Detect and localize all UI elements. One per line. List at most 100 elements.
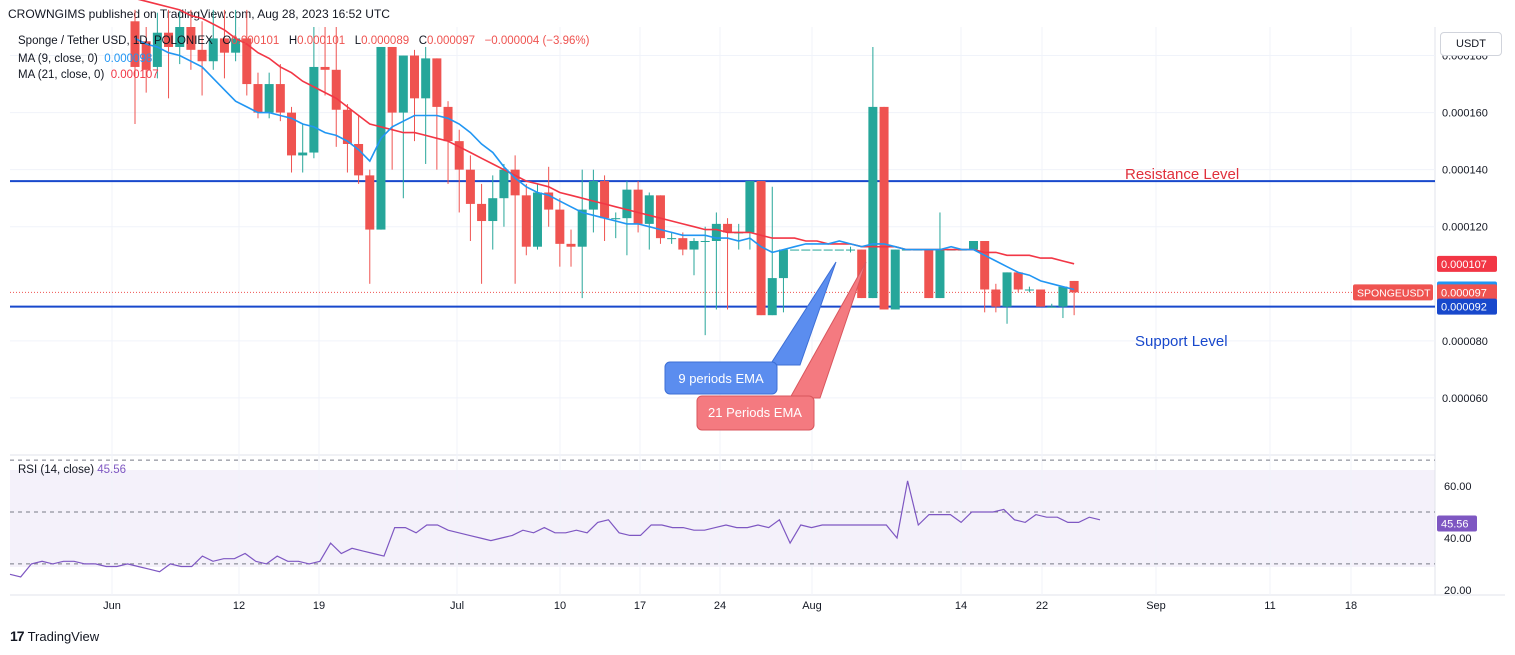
currency-button[interactable]: USDT: [1440, 32, 1502, 56]
candle-body: [432, 58, 442, 107]
candle-body: [790, 249, 800, 251]
candle-body: [443, 106, 453, 142]
candle-body: [320, 66, 330, 70]
price-tick-label: 0.000120: [1442, 222, 1488, 234]
candle-body: [532, 192, 542, 247]
candle-body: [667, 238, 677, 240]
candle-body: [890, 249, 900, 310]
candle-body: [219, 38, 229, 53]
candle-body: [175, 27, 185, 47]
candle-body: [1024, 289, 1034, 291]
candle-body: [756, 181, 766, 316]
candle-body: [622, 189, 632, 219]
close-value: 0.000097: [427, 35, 475, 47]
price-tick-label: 0.000160: [1442, 108, 1488, 120]
high-label: H: [288, 35, 298, 47]
candle-body: [365, 175, 375, 230]
candle-body: [1047, 306, 1057, 308]
candle-body: [309, 66, 319, 153]
candle-body: [588, 181, 598, 210]
candle-body: [577, 209, 587, 247]
price-badge-label: 0.000092: [1441, 302, 1487, 314]
price-badge-label: 0.000097: [1441, 287, 1487, 299]
rsi-band: [10, 470, 1435, 567]
price-tick-label: 0.000080: [1442, 336, 1488, 348]
time-tick-label: 12: [233, 600, 245, 612]
candle-body: [477, 203, 487, 222]
candle-body: [846, 249, 856, 251]
candle-body: [1069, 280, 1079, 293]
rsi-line: [9, 480, 1101, 578]
time-tick-label: 18: [1345, 600, 1357, 612]
ma21-legend[interactable]: MA (21, close, 0) 0.000107: [18, 69, 159, 81]
candle-body: [600, 181, 610, 219]
ema21-callout: [696, 395, 815, 431]
candle-body: [264, 84, 274, 113]
candle-body: [164, 32, 174, 47]
ma9-legend[interactable]: MA (9, close, 0) 0.000098: [18, 53, 152, 65]
rsi-tick-label: 40.00: [1444, 533, 1472, 545]
price-tick-label: 0.000140: [1442, 165, 1488, 177]
support-label: Support Level: [1135, 333, 1228, 350]
candle-body: [544, 192, 554, 210]
candle-body: [499, 169, 509, 199]
candle-body: [421, 58, 431, 99]
candle-body: [745, 181, 755, 233]
candle-body: [521, 195, 531, 247]
symbol-name: Sponge / Tether USD, 1D, POLONIEX: [18, 35, 213, 47]
ma9-line: [134, 37, 1075, 291]
candle-body: [678, 238, 688, 250]
time-tick-label: 17: [634, 600, 646, 612]
rsi-badge: [1437, 515, 1477, 532]
symbol-legend: Sponge / Tether USD, 1D, POLONIEX O0.000…: [18, 35, 589, 47]
ema9-pointer: [769, 261, 837, 366]
candle-body: [778, 249, 788, 279]
candle-body: [924, 249, 934, 299]
rsi-legend[interactable]: RSI (14, close) 45.56: [18, 464, 126, 476]
rsi-badge-label: 45.56: [1441, 519, 1469, 531]
candle-body: [231, 38, 241, 53]
rsi-value: 45.56: [97, 464, 127, 476]
candle-body: [879, 106, 889, 310]
candle-body: [935, 249, 945, 299]
candle-body: [454, 141, 464, 170]
rsi-tick-label: 20.00: [1444, 585, 1472, 597]
low-value: 0.000089: [361, 35, 410, 47]
time-tick-label: Jul: [450, 600, 464, 612]
candle-body: [700, 241, 710, 242]
candle-body: [186, 27, 196, 50]
footer-brand[interactable]: 17 TradingView: [10, 628, 99, 644]
price-tick-label: 0.000060: [1442, 393, 1488, 405]
time-tick-label: 24: [714, 600, 726, 612]
close-label: C: [418, 35, 428, 47]
candle-body: [130, 21, 140, 67]
candle-body: [767, 278, 777, 316]
rsi-label: RSI (14, close): [18, 464, 95, 476]
time-tick-label: Jun: [103, 600, 121, 612]
tradingview-logo-icon: 17: [10, 628, 25, 644]
candle-body: [823, 249, 833, 251]
candle-body: [398, 55, 408, 113]
candle-body: [1002, 272, 1012, 307]
candle-body: [644, 195, 654, 224]
open-label: O: [222, 35, 232, 47]
high-value: 0.000101: [297, 35, 346, 47]
candle-body: [342, 109, 352, 144]
open-value: 0.000101: [231, 35, 280, 47]
low-label: L: [354, 35, 362, 47]
candle-body: [197, 49, 207, 62]
candle-body: [410, 55, 419, 99]
candle-body: [868, 106, 878, 299]
candle-body: [723, 223, 733, 233]
price-badge: [1437, 255, 1497, 272]
candle-body: [711, 223, 721, 241]
candle-body: [633, 189, 643, 224]
candle-body: [834, 249, 844, 251]
ma21-label: MA (21, close, 0): [18, 69, 105, 81]
candle-body: [969, 241, 978, 250]
candle-body: [1013, 272, 1023, 290]
time-tick-label: 10: [554, 600, 566, 612]
change-value: −0.000004 (−3.96%): [484, 35, 590, 47]
candle-body: [275, 84, 285, 113]
